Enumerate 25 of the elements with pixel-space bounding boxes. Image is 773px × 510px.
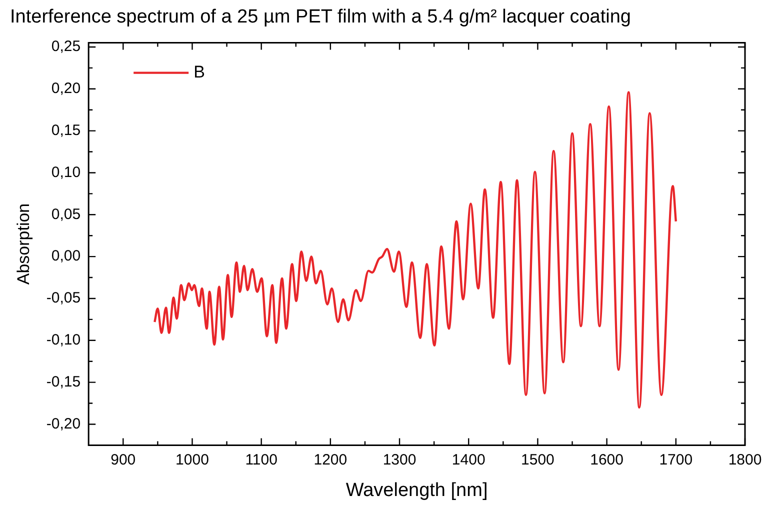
x-axis-title: Wavelength [nm] bbox=[346, 480, 488, 501]
y-tick-label: -0,15 bbox=[46, 373, 81, 390]
y-tick-label: 0,20 bbox=[51, 80, 81, 98]
x-tick-label: 1400 bbox=[452, 451, 486, 468]
x-tick-label: 1000 bbox=[176, 451, 209, 468]
x-tick-label: 1600 bbox=[590, 451, 624, 468]
x-tick-label: 900 bbox=[110, 451, 136, 468]
y-tick-label: -0,20 bbox=[46, 415, 81, 432]
line-series bbox=[154, 91, 678, 409]
x-tick-label: 1800 bbox=[728, 451, 762, 468]
chart-title: Interference spectrum of a 25 µm PET film with a 5.4 g/m² lacquer coating bbox=[10, 6, 631, 28]
y-tick-label: -0,05 bbox=[46, 290, 81, 307]
x-tick-label: 1700 bbox=[659, 451, 693, 468]
x-tick-label: 1500 bbox=[521, 451, 554, 468]
y-tick-label: 0,15 bbox=[51, 122, 81, 139]
y-tick-label: 0,10 bbox=[51, 164, 81, 181]
y-tick-label: -0,10 bbox=[46, 332, 81, 349]
legend-label: B bbox=[194, 62, 205, 82]
y-tick-label: 0,05 bbox=[51, 206, 81, 223]
y-tick-label: 0,25 bbox=[51, 38, 81, 56]
y-tick-label: 0,00 bbox=[51, 248, 81, 265]
x-tick-label: 1100 bbox=[245, 451, 278, 468]
x-tick-label: 1200 bbox=[314, 451, 348, 468]
x-tick-label: 1300 bbox=[382, 451, 416, 468]
y-axis-title: Absorption bbox=[14, 203, 33, 285]
